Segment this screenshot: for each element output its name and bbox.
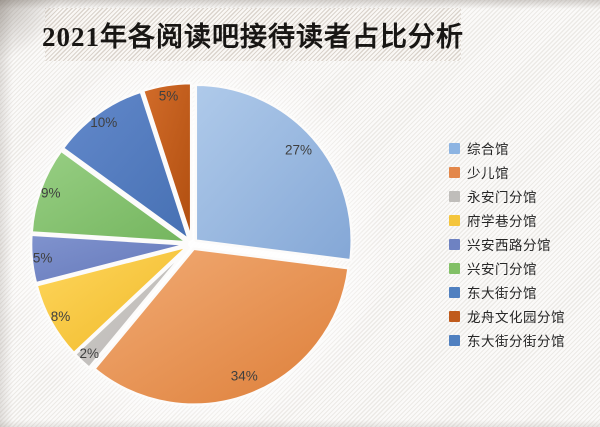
legend-item-1: 少儿馆 bbox=[449, 160, 597, 184]
legend-label: 东大街分馆 bbox=[467, 286, 537, 301]
legend-swatch-icon bbox=[449, 262, 460, 274]
legend-swatch-icon bbox=[449, 286, 460, 298]
legend-item-6: 东大街分馆 bbox=[449, 280, 597, 304]
pie-slice-percent-label: 9% bbox=[41, 186, 61, 201]
pie-slice-percent-label: 8% bbox=[51, 309, 71, 324]
legend-swatch-icon bbox=[449, 238, 460, 250]
pie-slice-0 bbox=[194, 83, 354, 262]
legend-label: 永安门分馆 bbox=[467, 190, 537, 205]
legend-label: 龙舟文化园分馆 bbox=[467, 310, 565, 325]
pie-slice-percent-label: 2% bbox=[80, 346, 100, 361]
legend-label: 府学巷分馆 bbox=[467, 214, 537, 229]
legend-label: 兴安门分馆 bbox=[467, 262, 537, 277]
legend-label: 少儿馆 bbox=[467, 166, 509, 181]
legend-swatch-icon bbox=[449, 190, 460, 202]
legend-label: 兴安西路分馆 bbox=[467, 238, 551, 253]
legend-item-3: 府学巷分馆 bbox=[449, 208, 597, 232]
pie-slice-percent-label: 5% bbox=[33, 251, 53, 266]
chart-legend: 综合馆少儿馆永安门分馆府学巷分馆兴安西路分馆 兴安门分馆东大街分馆龙舟文化园分馆东… bbox=[449, 136, 597, 352]
legend-item-0: 综合馆 bbox=[449, 136, 597, 160]
legend-swatch-icon bbox=[449, 334, 460, 346]
legend-swatch-icon bbox=[449, 214, 460, 226]
legend-swatch-icon bbox=[449, 142, 460, 154]
pie-slice-percent-label: 34% bbox=[231, 369, 258, 384]
pie-slice-percent-label: 27% bbox=[285, 143, 312, 158]
legend-label: 综合馆 bbox=[467, 142, 509, 157]
pie-slice-percent-label: 5% bbox=[159, 88, 179, 103]
legend-swatch-icon bbox=[449, 166, 460, 178]
legend-item-8: 东大街分街分馆 bbox=[449, 328, 597, 352]
legend-swatch-icon bbox=[449, 310, 460, 322]
legend-item-2: 永安门分馆 bbox=[449, 184, 597, 208]
legend-label: 东大街分街分馆 bbox=[467, 334, 565, 349]
pie-slice-percent-label: 10% bbox=[90, 115, 117, 130]
legend-item-4: 兴安西路分馆 bbox=[449, 232, 597, 256]
legend-item-5: 兴安门分馆 bbox=[449, 256, 597, 280]
legend-item-7: 龙舟文化园分馆 bbox=[449, 304, 597, 328]
